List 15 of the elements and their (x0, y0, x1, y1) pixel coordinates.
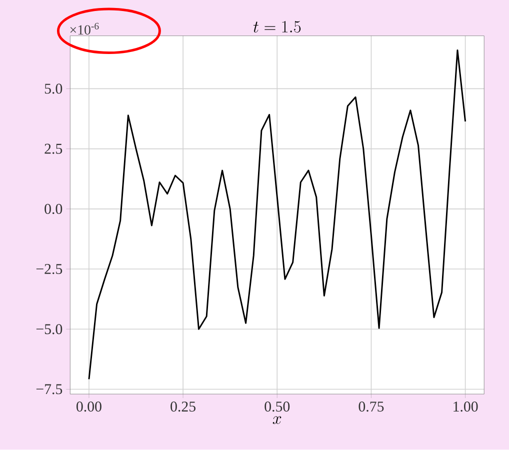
x-tick-label: 0.75 (358, 402, 384, 412)
y-tick-label: 5.0 (44, 84, 62, 94)
x-tick-label: 1.00 (454, 402, 478, 412)
x-tick-label: 0.25 (170, 402, 196, 412)
chart-title: $t = 1.5$ (253, 21, 301, 33)
x-axis-title: $x$ (272, 416, 282, 424)
text: ×10$^{-6}$ (70, 22, 99, 35)
y-tick-label: 2.5 (44, 144, 62, 154)
y-tick-label: −5.0 (36, 324, 62, 334)
line-series (88, 50, 466, 380)
x-tick-label: 0.00 (76, 402, 102, 412)
y-tick-label: −2.5 (36, 264, 62, 274)
y-tick-label: 0.0 (44, 204, 62, 214)
y-tick-label: −7.5 (36, 384, 62, 394)
x-tick-label: 0.50 (264, 402, 290, 412)
